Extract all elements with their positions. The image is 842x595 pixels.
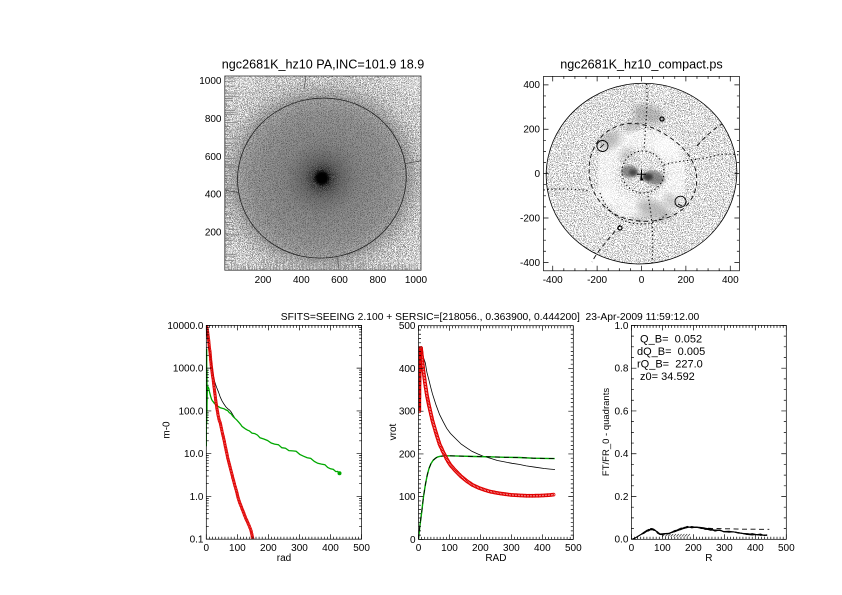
svg-text:400: 400: [205, 190, 222, 201]
svg-text:0: 0: [639, 275, 645, 286]
svg-text:1.0: 1.0: [614, 321, 628, 332]
svg-text:dQ_B= 0.005: dQ_B= 0.005: [637, 346, 705, 358]
svg-text:0.0: 0.0: [614, 535, 628, 546]
svg-text:-200: -200: [587, 275, 607, 286]
svg-text:1000: 1000: [405, 275, 428, 286]
svg-text:10.0: 10.0: [184, 449, 204, 460]
svg-text:500: 500: [399, 321, 416, 332]
svg-text:0: 0: [410, 535, 416, 546]
svg-text:300: 300: [399, 407, 416, 418]
svg-text:Q_B= 0.052: Q_B= 0.052: [637, 334, 702, 346]
svg-text:400: 400: [747, 543, 764, 554]
svg-text:800: 800: [369, 275, 386, 286]
svg-text:500: 500: [353, 543, 370, 554]
svg-text:500: 500: [778, 543, 795, 554]
svg-text:500: 500: [565, 543, 582, 554]
svg-text:400: 400: [322, 543, 339, 554]
svg-text:400: 400: [534, 543, 551, 554]
svg-text:100.0: 100.0: [178, 406, 203, 417]
svg-text:0.8: 0.8: [614, 364, 628, 375]
svg-text:200: 200: [523, 125, 540, 136]
svg-text:RAD: RAD: [485, 553, 506, 564]
svg-text:400: 400: [722, 275, 739, 286]
svg-text:1000: 1000: [199, 76, 222, 87]
svg-text:0.4: 0.4: [614, 449, 628, 460]
svg-text:600: 600: [331, 275, 348, 286]
svg-text:0.6: 0.6: [614, 406, 628, 417]
svg-text:ngc2681K_hz10 PA,INC=101.9 18.: ngc2681K_hz10 PA,INC=101.9 18.9: [222, 58, 424, 72]
svg-text:800: 800: [205, 114, 222, 125]
svg-text:1.0: 1.0: [190, 492, 204, 503]
svg-text:0.2: 0.2: [614, 492, 628, 503]
svg-text:vrot: vrot: [388, 423, 399, 440]
svg-text:0: 0: [204, 543, 210, 554]
svg-text:0: 0: [534, 169, 540, 180]
svg-text:SFITS=SEEING 2.100 + SERSIC=[2: SFITS=SEEING 2.100 + SERSIC=[218056., 0.…: [281, 312, 700, 323]
svg-text:200: 200: [472, 543, 489, 554]
svg-text:100: 100: [399, 492, 416, 503]
svg-text:100: 100: [654, 543, 671, 554]
svg-text:ngc2681K_hz10_compact.ps: ngc2681K_hz10_compact.ps: [560, 58, 722, 72]
svg-text:R: R: [705, 553, 712, 564]
svg-text:200: 200: [678, 275, 695, 286]
svg-text:-400: -400: [543, 275, 563, 286]
svg-text:200: 200: [685, 543, 702, 554]
svg-text:rad: rad: [277, 553, 291, 564]
svg-text:100: 100: [229, 543, 246, 554]
svg-text:0.1: 0.1: [190, 535, 204, 546]
svg-text:0: 0: [416, 543, 422, 554]
svg-text:400: 400: [523, 80, 540, 91]
svg-text:300: 300: [716, 543, 733, 554]
svg-text:300: 300: [291, 543, 308, 554]
svg-text:200: 200: [260, 543, 277, 554]
svg-text:0: 0: [629, 543, 635, 554]
svg-text:200: 200: [399, 449, 416, 460]
svg-text:1000.0: 1000.0: [173, 364, 204, 375]
svg-text:300: 300: [503, 543, 520, 554]
svg-text:100: 100: [441, 543, 458, 554]
svg-text:400: 400: [293, 275, 310, 286]
svg-text:600: 600: [205, 152, 222, 163]
svg-text:m-0: m-0: [162, 421, 173, 439]
svg-text:FT/FR_0 - quadrants: FT/FR_0 - quadrants: [601, 388, 612, 476]
svg-text:-200: -200: [520, 213, 540, 224]
svg-text:10000.0: 10000.0: [167, 321, 204, 332]
svg-text:rQ_B= 227.0: rQ_B= 227.0: [637, 359, 703, 371]
svg-text:400: 400: [399, 364, 416, 375]
svg-text:-400: -400: [520, 258, 540, 269]
svg-text:z0= 34.592: z0= 34.592: [637, 371, 695, 383]
svg-text:200: 200: [205, 228, 222, 239]
svg-text:200: 200: [255, 275, 272, 286]
